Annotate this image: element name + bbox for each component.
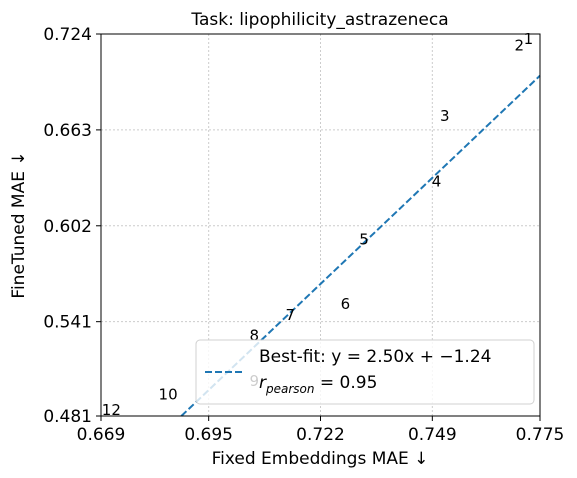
point-label: 4: [432, 172, 442, 190]
point-label: 6: [341, 295, 351, 313]
x-tick-label: 0.695: [184, 425, 233, 445]
point-label: 8: [249, 326, 259, 344]
x-axis-label: Fixed Embeddings MAE ↓: [212, 449, 429, 469]
legend-box: [195, 339, 535, 405]
x-tick-label: 0.722: [296, 425, 345, 445]
point-label: 2: [515, 36, 525, 54]
legend-r-symbol: r: [259, 373, 267, 393]
point-label: 10: [159, 385, 178, 403]
grid: [101, 34, 540, 416]
legend: Best-fit: y = 2.50x + −1.24 rpearson = 0.…: [195, 339, 535, 405]
point-label: 12: [102, 401, 121, 419]
x-tick-label: 0.749: [408, 425, 457, 445]
legend-r-subscript: pearson: [265, 382, 315, 396]
y-axis-ticks: 0.481 0.541 0.602 0.663 0.724: [43, 25, 101, 427]
legend-r-value: = 0.95: [315, 373, 378, 393]
point-label: 7: [285, 306, 295, 324]
legend-fit-text: Best-fit: y = 2.50x + −1.24: [259, 347, 491, 367]
x-tick-label: 0.669: [77, 425, 126, 445]
legend-r-text: rpearson = 0.95: [259, 373, 377, 396]
y-tick-label: 0.602: [43, 217, 92, 237]
y-tick-label: 0.663: [43, 121, 92, 141]
point-label: 5: [359, 230, 369, 248]
x-axis-ticks: 0.669 0.695 0.722 0.749 0.775: [77, 416, 565, 445]
point-label: 1: [524, 30, 534, 48]
chart-title: Task: lipophilicity_astrazeneca: [190, 10, 448, 30]
x-tick-label: 0.775: [516, 425, 565, 445]
y-tick-label: 0.541: [43, 313, 92, 333]
y-tick-label: 0.724: [43, 25, 92, 45]
y-tick-label: 0.481: [43, 407, 92, 427]
point-label: 3: [440, 107, 450, 125]
y-axis-label: FineTuned MAE ↓: [9, 151, 29, 298]
